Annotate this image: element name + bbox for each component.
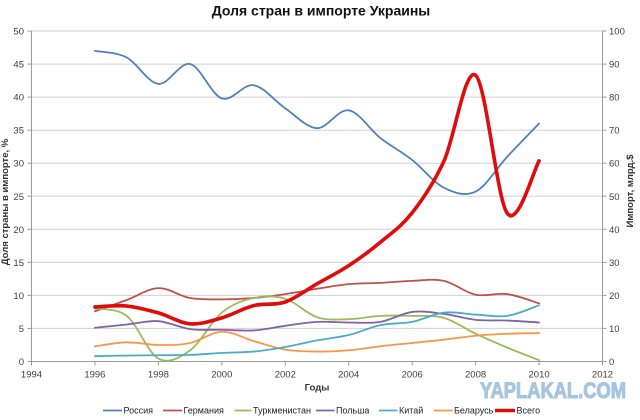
svg-text:25: 25 [13, 192, 24, 203]
svg-text:Беларусь: Беларусь [454, 406, 494, 416]
svg-text:1994: 1994 [21, 370, 42, 381]
svg-text:20: 20 [609, 291, 620, 302]
svg-text:40: 40 [609, 225, 620, 236]
svg-text:2006: 2006 [402, 370, 423, 381]
svg-text:45: 45 [13, 60, 24, 71]
svg-text:1996: 1996 [84, 370, 105, 381]
svg-text:2000: 2000 [211, 370, 232, 381]
svg-text:30: 30 [13, 159, 24, 170]
svg-text:100: 100 [609, 27, 625, 38]
svg-text:Китай: Китай [399, 406, 423, 416]
svg-text:Всего: Всего [517, 406, 541, 416]
svg-text:10: 10 [609, 324, 620, 335]
svg-text:20: 20 [13, 225, 24, 236]
svg-text:YAPLAKAL.COM: YAPLAKAL.COM [480, 378, 626, 403]
svg-text:Польша: Польша [336, 406, 369, 416]
svg-text:2008: 2008 [465, 370, 486, 381]
svg-text:1998: 1998 [148, 370, 169, 381]
svg-text:Доля страны в импорте, %: Доля страны в импорте, % [0, 138, 11, 265]
svg-text:Германия: Германия [184, 406, 224, 416]
svg-text:80: 80 [609, 93, 620, 104]
svg-text:35: 35 [13, 126, 24, 137]
svg-text:50: 50 [609, 192, 620, 203]
svg-text:Годы: Годы [305, 383, 330, 394]
svg-text:Туркменистан: Туркменистан [253, 406, 311, 416]
svg-text:40: 40 [13, 93, 24, 104]
svg-text:2010: 2010 [529, 370, 550, 381]
svg-text:15: 15 [13, 258, 24, 269]
svg-text:5: 5 [19, 324, 24, 335]
svg-text:0: 0 [19, 357, 24, 368]
svg-text:2012: 2012 [592, 370, 613, 381]
svg-text:30: 30 [609, 258, 620, 269]
svg-text:Импорт, млрд.$: Импорт, млрд.$ [625, 154, 636, 228]
svg-text:60: 60 [609, 159, 620, 170]
svg-text:10: 10 [13, 291, 24, 302]
svg-text:Доля стран в импорте Украины: Доля стран в импорте Украины [212, 3, 431, 19]
svg-text:50: 50 [13, 27, 24, 38]
svg-text:70: 70 [609, 126, 620, 137]
svg-text:2002: 2002 [275, 370, 296, 381]
svg-text:Россия: Россия [124, 406, 154, 416]
svg-text:2004: 2004 [338, 370, 359, 381]
svg-text:0: 0 [609, 357, 614, 368]
svg-text:90: 90 [609, 60, 620, 71]
